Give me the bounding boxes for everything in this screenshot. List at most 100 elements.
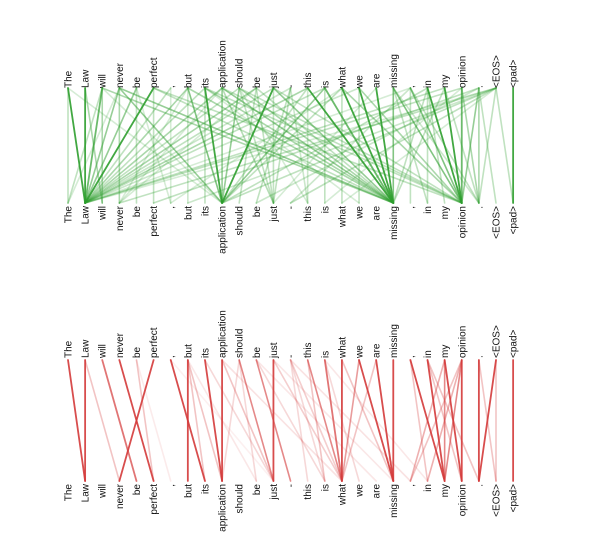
attention-link (84, 87, 275, 204)
attention-link (84, 87, 172, 204)
attention-link (238, 87, 395, 204)
attention-panel-green: TheTheLawLawwillwillneverneverbebeperfec… (64, 40, 520, 254)
source-token-label: its (200, 78, 211, 88)
target-token-label: be (132, 206, 143, 218)
attention-link (187, 87, 497, 204)
attention-link (221, 87, 395, 204)
attention-link (443, 87, 480, 204)
target-token-label: application (218, 206, 229, 254)
target-token-label: be (252, 206, 263, 218)
attention-link (221, 359, 275, 482)
source-token-label: this (303, 72, 314, 88)
attention-link (255, 87, 480, 204)
attention-link (341, 359, 360, 482)
source-token-label: The (64, 340, 75, 358)
attention-link (84, 359, 121, 482)
attention-link (221, 359, 240, 482)
attention-link (221, 359, 343, 482)
attention-link (118, 87, 497, 204)
attention-link (67, 87, 223, 204)
attention-link (443, 359, 463, 482)
source-token-label: <pad> (509, 329, 520, 358)
attention-link (289, 87, 412, 204)
attention-link (204, 359, 223, 482)
attention-link (221, 87, 275, 204)
target-token-label: opinion (457, 206, 468, 238)
target-token-label: missing (389, 206, 400, 240)
attention-link (392, 87, 463, 204)
attention-link (392, 87, 480, 204)
attention-link (409, 359, 446, 482)
target-token-label: but (183, 484, 194, 498)
source-token-label: will (98, 74, 109, 89)
attention-link (118, 359, 155, 482)
attention-link (477, 359, 497, 482)
source-token-label: my (440, 345, 451, 358)
attention-link (152, 87, 463, 204)
source-token-label: in (423, 350, 434, 358)
source-token-label: what (337, 67, 348, 89)
target-token-label: are (372, 484, 383, 499)
source-token-label: just (269, 72, 280, 89)
source-token-label: in (423, 80, 434, 88)
attention-link (204, 87, 223, 204)
attention-link (272, 87, 292, 204)
attention-link (67, 359, 87, 482)
source-token-label: missing (389, 324, 400, 358)
target-token-label: missing (389, 484, 400, 518)
source-token-label: <EOS> (492, 55, 503, 88)
attention-link (255, 87, 292, 204)
attention-link (272, 87, 377, 204)
attention-link (289, 87, 309, 204)
target-token-label: its (200, 484, 211, 494)
source-token-label: be (252, 76, 263, 88)
attention-link (118, 87, 223, 204)
source-token-label: . (474, 85, 485, 88)
attention-link (187, 359, 258, 482)
target-token-label: perfect (149, 484, 160, 515)
attention-link (341, 87, 395, 204)
source-token-label: just (269, 342, 280, 359)
attention-link (341, 359, 377, 482)
attention-link (409, 87, 463, 204)
source-token-label: be (132, 346, 143, 358)
source-token-label: should (235, 329, 246, 358)
attention-link (460, 87, 480, 204)
attention-link (118, 87, 189, 204)
attention-link (392, 87, 446, 204)
source-token-label: missing (389, 54, 400, 88)
attention-link (306, 359, 343, 482)
attention-link (289, 359, 309, 482)
attention-link (84, 87, 138, 204)
attention-link (204, 359, 275, 482)
attention-link (272, 359, 343, 482)
target-token-label: this (303, 484, 314, 500)
target-token-label: in (423, 484, 434, 492)
source-token-label: Law (81, 339, 92, 358)
attention-link (152, 87, 480, 204)
target-token-label: we (355, 206, 366, 220)
attention-link (84, 87, 206, 204)
attention-link (289, 87, 497, 204)
attention-link (478, 359, 497, 482)
attention-link (84, 87, 292, 204)
source-token-label: should (235, 59, 246, 88)
attention-link (341, 87, 497, 204)
attention-link (255, 87, 395, 204)
target-token-label: is (320, 206, 331, 213)
target-token-label: is (320, 484, 331, 491)
attention-link (426, 359, 463, 482)
attention-link (478, 87, 497, 204)
attention-link (238, 87, 275, 204)
attention-link (84, 87, 497, 204)
attention-link (118, 87, 223, 204)
attention-link (495, 87, 514, 204)
attention-link (426, 359, 463, 482)
attention-link (426, 359, 480, 482)
source-token-label: are (372, 73, 383, 88)
attention-link (375, 359, 395, 482)
target-token-label: my (440, 484, 451, 497)
target-token-label: will (98, 206, 109, 221)
source-token-label: never (115, 62, 126, 88)
attention-link (204, 87, 463, 204)
